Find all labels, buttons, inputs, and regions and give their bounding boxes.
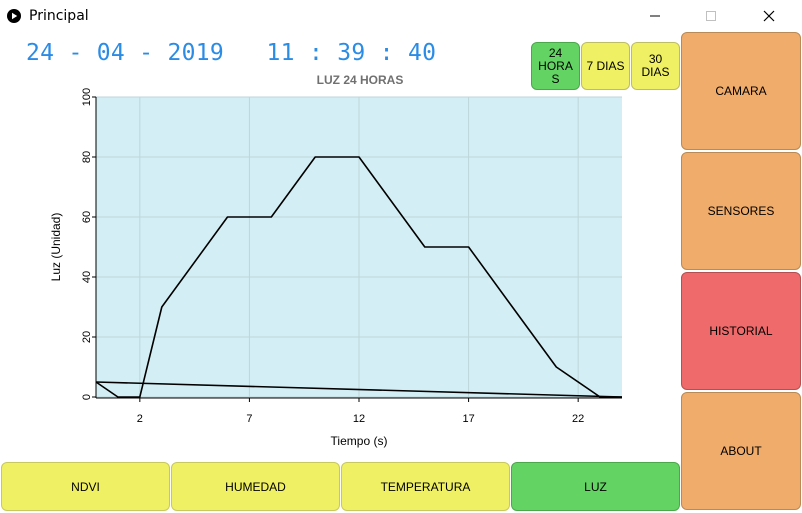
x-tick-label: 22 bbox=[572, 413, 584, 425]
sensores-label: SENSORES bbox=[707, 204, 775, 218]
datetime-display: 24 - 04 - 2019 11 : 39 : 40 bbox=[26, 40, 437, 66]
y-tick-label: 40 bbox=[81, 271, 93, 283]
x-axis-label: Tiempo (s) bbox=[331, 434, 388, 448]
x-tick-label: 12 bbox=[353, 413, 365, 425]
x-tick-label: 2 bbox=[137, 413, 143, 425]
x-tick-label: 17 bbox=[462, 413, 474, 425]
tab-temperatura[interactable]: TEMPERATURA bbox=[341, 462, 510, 511]
y-tick-label: 20 bbox=[81, 331, 93, 343]
historial-button[interactable]: HISTORIAL bbox=[681, 272, 801, 390]
close-button[interactable] bbox=[746, 0, 792, 33]
chart-title: LUZ 24 HORAS bbox=[316, 73, 404, 87]
maximize-button[interactable] bbox=[688, 0, 734, 33]
tab-temperatura-label: TEMPERATURA bbox=[380, 479, 471, 494]
historial-label: HISTORIAL bbox=[709, 324, 773, 338]
y-axis-label: Luz (Unidad) bbox=[49, 213, 63, 282]
window-title: Principal bbox=[29, 8, 89, 24]
tab-ndvi-label: NDVI bbox=[71, 479, 100, 494]
app-icon bbox=[7, 9, 21, 23]
y-tick-label: 100 bbox=[81, 88, 93, 106]
y-tick-label: 0 bbox=[81, 394, 93, 400]
range-7d-button[interactable]: 7 DIAS bbox=[581, 42, 630, 90]
camara-button[interactable]: CAMARA bbox=[681, 32, 801, 150]
maximize-icon bbox=[706, 11, 716, 21]
tab-luz-label: LUZ bbox=[584, 479, 607, 494]
about-button[interactable]: ABOUT bbox=[681, 392, 801, 510]
x-tick-label: 7 bbox=[246, 413, 252, 425]
close-icon bbox=[763, 10, 775, 22]
range-24h-button[interactable]: 24 HORA S bbox=[531, 42, 580, 90]
y-tick-label: 80 bbox=[81, 151, 93, 163]
y-tick-label: 60 bbox=[81, 211, 93, 223]
range-7d-label: 7 DIAS bbox=[586, 58, 625, 73]
minimize-icon bbox=[650, 15, 660, 17]
minimize-button[interactable] bbox=[632, 0, 678, 33]
tab-humedad[interactable]: HUMEDAD bbox=[171, 462, 340, 511]
tab-luz[interactable]: LUZ bbox=[511, 462, 680, 511]
range-24h-label: 24 HORA S bbox=[538, 45, 573, 86]
camara-label: CAMARA bbox=[715, 84, 767, 98]
series-line-1 bbox=[95, 156, 622, 398]
about-label: ABOUT bbox=[720, 444, 762, 458]
tab-humedad-label: HUMEDAD bbox=[225, 479, 286, 494]
series-line-2 bbox=[95, 381, 623, 398]
range-30d-button[interactable]: 30 DIAS bbox=[631, 42, 680, 90]
title-bar: Principal bbox=[0, 0, 802, 33]
sensores-button[interactable]: SENSORES bbox=[681, 152, 801, 270]
range-30d-label: 30 DIAS bbox=[641, 52, 670, 79]
tab-ndvi[interactable]: NDVI bbox=[1, 462, 170, 511]
